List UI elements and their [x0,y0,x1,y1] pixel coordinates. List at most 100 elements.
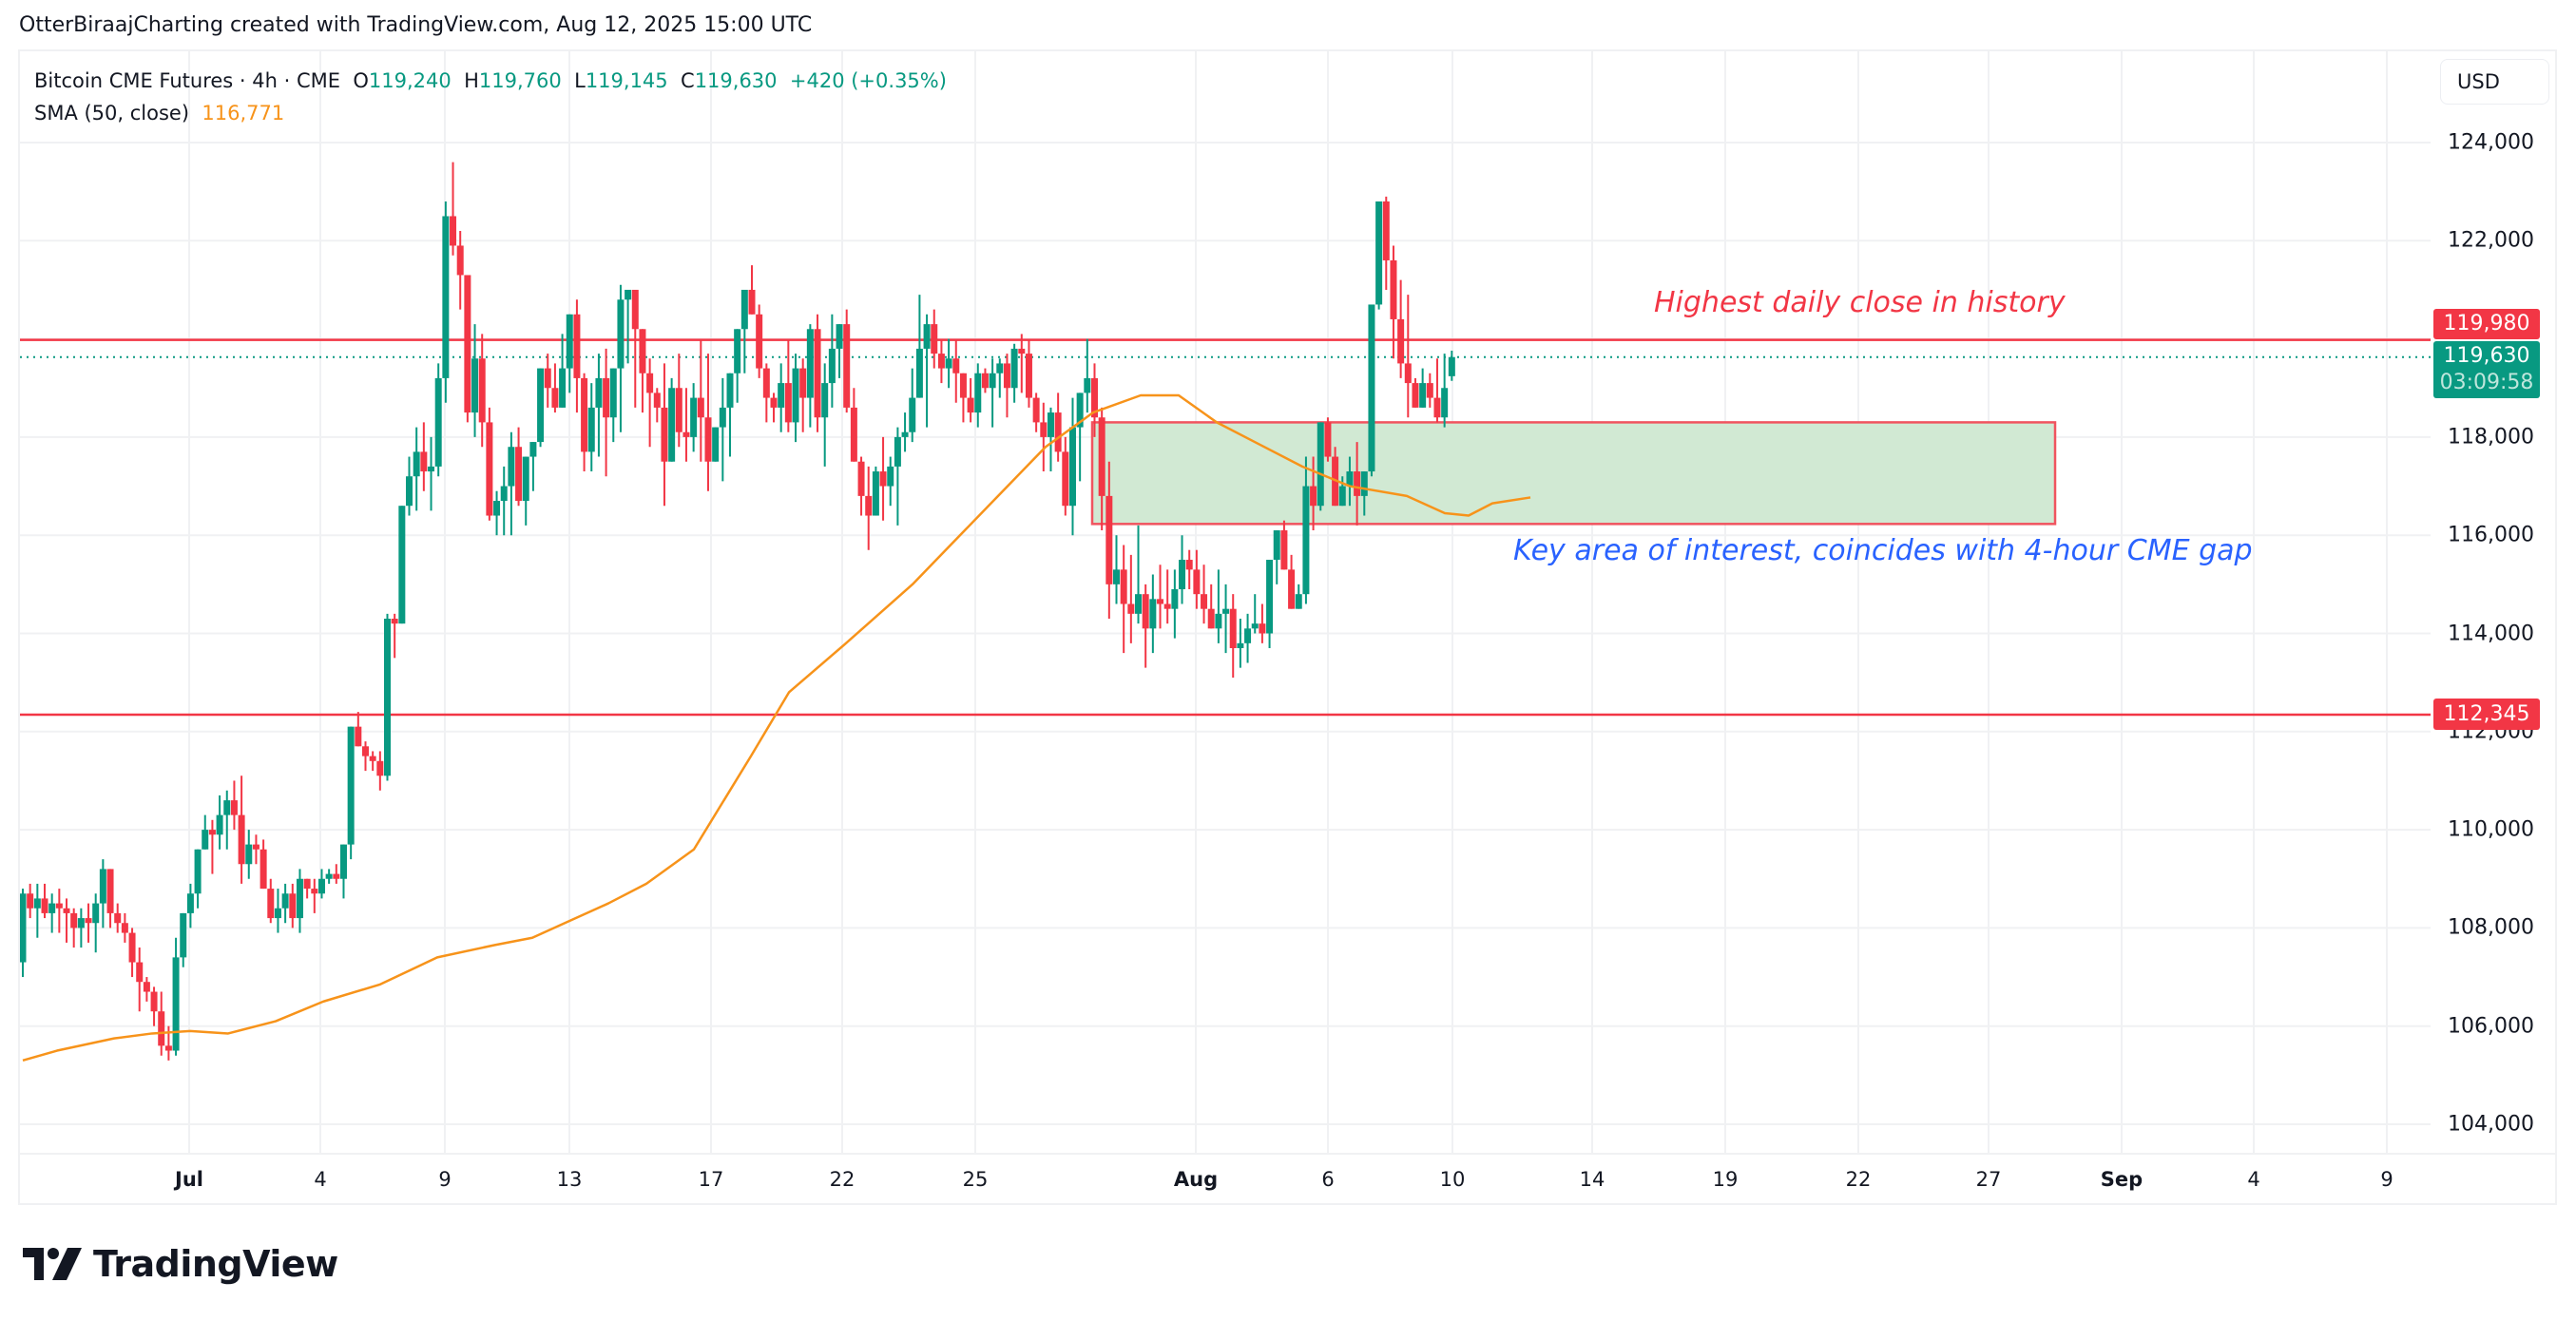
candle-body [1441,388,1449,418]
candle-body [1382,201,1390,260]
candle-body [194,849,202,894]
price-tick-label: 106,000 [2448,1014,2534,1039]
candle-body [1295,594,1302,609]
candle-body [551,388,559,408]
candle-body [369,756,376,761]
candle-body [675,388,682,432]
zone-annotation[interactable]: Key area of interest, coincides with 4-h… [1513,534,2253,567]
tradingview-logo-icon [23,1248,82,1280]
candle-body [1105,495,1113,584]
tradingview-logo[interactable]: TradingView [23,1243,338,1285]
price-tick-label: 108,000 [2448,915,2534,940]
high-label: H [464,69,479,92]
candle-body [1433,397,1441,418]
candle-body [1076,392,1084,428]
candle-body [1426,383,1433,398]
candle-body [1054,412,1062,452]
candle-body [1229,608,1237,648]
candle-body [121,923,128,933]
candle-body [150,991,158,1012]
candle-body [1259,623,1266,634]
time-tick-label: 22 [829,1168,855,1191]
candle-body [1047,412,1054,437]
candle-body [172,957,180,1051]
candle-body [1237,642,1244,648]
candle-body [587,407,595,452]
candle-body [85,918,92,924]
candle-body [1215,613,1222,629]
candle-body [260,849,267,890]
candle-body [289,893,297,919]
candle-body [952,358,960,373]
candle-body [33,898,41,909]
candle-body [442,216,450,378]
candle-body [1201,594,1208,609]
candle-body [1032,397,1040,423]
candle-body [325,873,333,879]
time-tick-label: 10 [1439,1168,1466,1191]
candle-body [537,368,545,443]
candle-body [1127,603,1135,614]
candle-body [252,844,260,850]
time-tick-label: 4 [314,1168,327,1191]
candle-body [704,417,712,462]
candle-body [114,912,122,924]
candle-body [128,932,136,963]
candle-body [391,619,398,624]
candle-body [478,358,486,423]
candle-body [821,383,829,418]
candle-body [1390,259,1397,319]
support-price-tag: 112,345 [2433,699,2540,730]
candle-body [836,324,843,349]
chart-credit-title: OtterBiraajCharting created with Trading… [19,13,813,37]
candle-body [1360,471,1368,496]
candle-body [1310,486,1317,507]
candle-body [508,447,515,487]
price-tick-label: 104,000 [2448,1112,2534,1137]
candle-body [865,495,873,516]
candle-body [1419,383,1427,408]
price-axis[interactable] [2431,51,2555,1153]
candle-body [450,216,457,246]
candle-body [734,329,741,373]
symbol-name[interactable]: Bitcoin CME Futures · 4h · CME [34,69,341,92]
candle-body [216,814,223,835]
time-tick-label: Aug [1173,1168,1219,1191]
time-axis[interactable] [20,1153,2431,1205]
candle-body [1354,471,1361,496]
candle-body [1375,201,1383,305]
candle-body [1244,628,1252,643]
candle-body [603,377,610,418]
low-label: L [574,69,586,92]
sma-label[interactable]: SMA (50, close) [34,102,190,124]
candle-body [339,844,347,879]
candle-body [493,501,501,516]
candle-body [1324,422,1332,457]
candle-body [428,466,435,472]
candle-body [361,746,369,756]
candle-body [398,506,406,624]
bar-countdown: 03:09:58 [2439,371,2534,394]
sma-legend-row: SMA (50, close) 116,771 [34,97,947,129]
candle-body [894,436,901,467]
resistance-annotation[interactable]: Highest daily close in history [1654,286,2066,319]
candle-body [1003,363,1010,389]
time-tick-label: 27 [1975,1168,2002,1191]
open-value: 119,240 [368,69,452,92]
candlestick-chart[interactable] [20,51,2431,1153]
high-value: 119,760 [478,69,562,92]
candle-body [238,814,245,865]
candle-body [1346,471,1354,487]
candle-body [909,397,916,432]
candle-body [1193,569,1201,595]
candle-body [281,893,289,909]
chart-plot-area[interactable] [20,51,2431,1153]
candle-body [376,760,384,776]
candle-body [799,368,807,398]
candle-body [959,373,967,398]
currency-button[interactable]: USD [2440,59,2549,105]
price-tick-label: 118,000 [2448,425,2534,450]
price-tick-label: 114,000 [2448,622,2534,645]
candle-body [778,383,785,408]
candle-body [1120,569,1127,604]
